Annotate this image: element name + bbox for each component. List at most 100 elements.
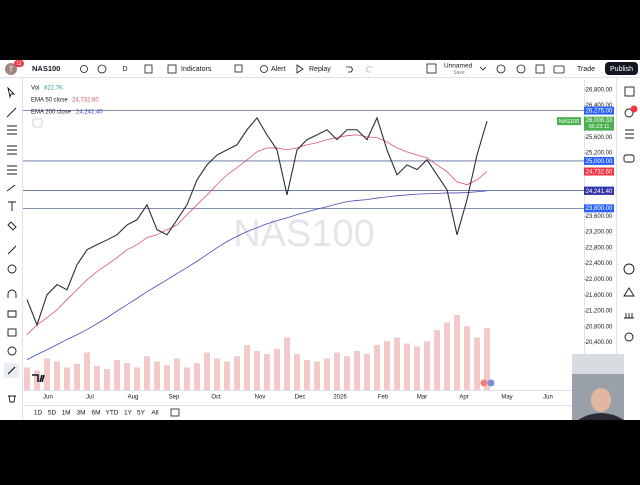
ideas-icon[interactable] xyxy=(623,287,635,297)
forecast-tool[interactable] xyxy=(7,165,17,175)
fullscreen-icon[interactable] xyxy=(535,64,545,74)
range-button[interactable]: 3M xyxy=(76,410,85,417)
pin-tool[interactable] xyxy=(7,221,17,231)
chat-icon[interactable] xyxy=(623,154,635,163)
volume-bar xyxy=(294,354,300,390)
settings-icon[interactable] xyxy=(516,64,526,74)
webcam-face xyxy=(591,388,611,412)
alert-icon[interactable] xyxy=(260,65,268,73)
search-icon[interactable] xyxy=(496,64,506,74)
trade-button[interactable]: Trade xyxy=(577,66,595,73)
brush-tool[interactable] xyxy=(6,184,16,192)
ema-line xyxy=(26,134,488,335)
volume-bar xyxy=(34,370,40,390)
trendline-tool[interactable] xyxy=(6,107,17,118)
legend-ema200-value: 24,241.40 xyxy=(76,110,103,116)
volume-bar xyxy=(404,343,410,390)
legend-collapse xyxy=(32,118,43,128)
delete-tool[interactable] xyxy=(8,395,16,403)
range-button[interactable]: 5Y xyxy=(137,410,146,417)
notification-count: 11 xyxy=(16,61,21,67)
alerts-icon[interactable] xyxy=(624,108,634,118)
volume-bar xyxy=(134,367,140,390)
volume-bar xyxy=(24,367,30,390)
visibility-tool[interactable] xyxy=(7,346,17,356)
y-tick-label: 22,800.00 xyxy=(586,245,613,251)
range-button[interactable]: 1D xyxy=(34,410,43,417)
lock-drawing-tool[interactable] xyxy=(7,310,17,318)
ruler-tool[interactable] xyxy=(7,245,17,255)
watermark: NAS100 xyxy=(233,213,375,255)
cursor-tool[interactable] xyxy=(7,86,16,99)
replay-icon[interactable] xyxy=(296,64,304,74)
volume-bar xyxy=(204,352,210,390)
target-icon[interactable] xyxy=(623,263,635,275)
x-tick-label: 2026 xyxy=(333,395,347,401)
snapshot-icon[interactable] xyxy=(553,65,565,74)
range-button[interactable]: 6M xyxy=(91,410,100,417)
volume-bar xyxy=(474,337,480,390)
price-line xyxy=(26,116,488,327)
publish-button[interactable]: Publish xyxy=(610,66,633,73)
x-tick-label: May xyxy=(501,395,512,401)
x-tick-label: Dec xyxy=(295,395,306,401)
alert-button[interactable]: Alert xyxy=(271,66,285,73)
volume-bar xyxy=(214,358,220,390)
last-price-tag xyxy=(584,116,614,131)
help-icon[interactable] xyxy=(624,332,634,342)
zoom-tool[interactable] xyxy=(7,264,17,274)
volume-bar xyxy=(54,361,60,390)
magnet-tool[interactable] xyxy=(7,289,17,298)
market-icon[interactable] xyxy=(624,313,634,319)
range-button[interactable]: 1M xyxy=(61,410,70,417)
link-tool[interactable] xyxy=(7,366,16,375)
alert-badge xyxy=(630,105,638,113)
add-symbol-icon[interactable] xyxy=(97,64,107,74)
range-button[interactable]: All xyxy=(151,410,159,417)
x-tick-label: Feb xyxy=(378,395,389,401)
indicators-button[interactable]: Indicators xyxy=(181,66,212,73)
fib-tool[interactable] xyxy=(7,125,17,135)
interval[interactable]: D xyxy=(122,66,127,73)
layout-menu-icon[interactable] xyxy=(479,66,487,71)
undo-icon[interactable] xyxy=(346,66,353,73)
text-tool[interactable] xyxy=(8,201,16,211)
calendar-icon[interactable] xyxy=(625,129,634,139)
price-tag xyxy=(584,156,614,165)
indicators-icon[interactable] xyxy=(167,64,177,74)
templates-icon[interactable] xyxy=(234,64,243,73)
volume-bar xyxy=(94,366,100,390)
volume-bar xyxy=(194,363,200,390)
symbol[interactable]: NAS100 xyxy=(32,64,60,73)
y-tick-label: 26,400.00 xyxy=(586,103,613,109)
x-tick-label: Nov xyxy=(255,395,266,401)
avatar[interactable] xyxy=(5,63,17,75)
lock-tool[interactable] xyxy=(7,328,17,337)
publish-button-bg[interactable] xyxy=(605,62,638,75)
replay-button[interactable]: Replay xyxy=(309,66,331,73)
volume-bar xyxy=(354,351,360,390)
watchlist-icon[interactable] xyxy=(624,86,635,97)
webcam-shirt xyxy=(578,413,624,420)
layout-icon[interactable] xyxy=(426,63,437,74)
pattern-tool[interactable] xyxy=(7,145,17,155)
volume-bar xyxy=(314,361,320,390)
chart-type-icon[interactable] xyxy=(144,64,153,74)
price-tag xyxy=(584,204,614,213)
volume-bar xyxy=(434,330,440,390)
range-button[interactable]: YTD xyxy=(106,410,119,417)
tv-logo-mark xyxy=(32,374,45,383)
compare-icon[interactable] xyxy=(80,65,88,73)
layout-name[interactable]: Unnamed xyxy=(444,63,473,70)
y-tick-label: 20,800.00 xyxy=(586,324,613,330)
notification-badge xyxy=(14,60,24,67)
price-tag-label: 23,800.00 xyxy=(586,206,613,212)
range-button[interactable]: 1Y xyxy=(124,410,133,417)
range-button[interactable]: 5D xyxy=(48,410,57,417)
date-range-icon[interactable] xyxy=(170,408,180,417)
volume-bar xyxy=(184,367,190,390)
price-tag xyxy=(584,167,614,176)
y-tick-label: 20,400.00 xyxy=(586,340,613,346)
volume-bar xyxy=(174,358,180,390)
volume-bar xyxy=(244,345,250,390)
